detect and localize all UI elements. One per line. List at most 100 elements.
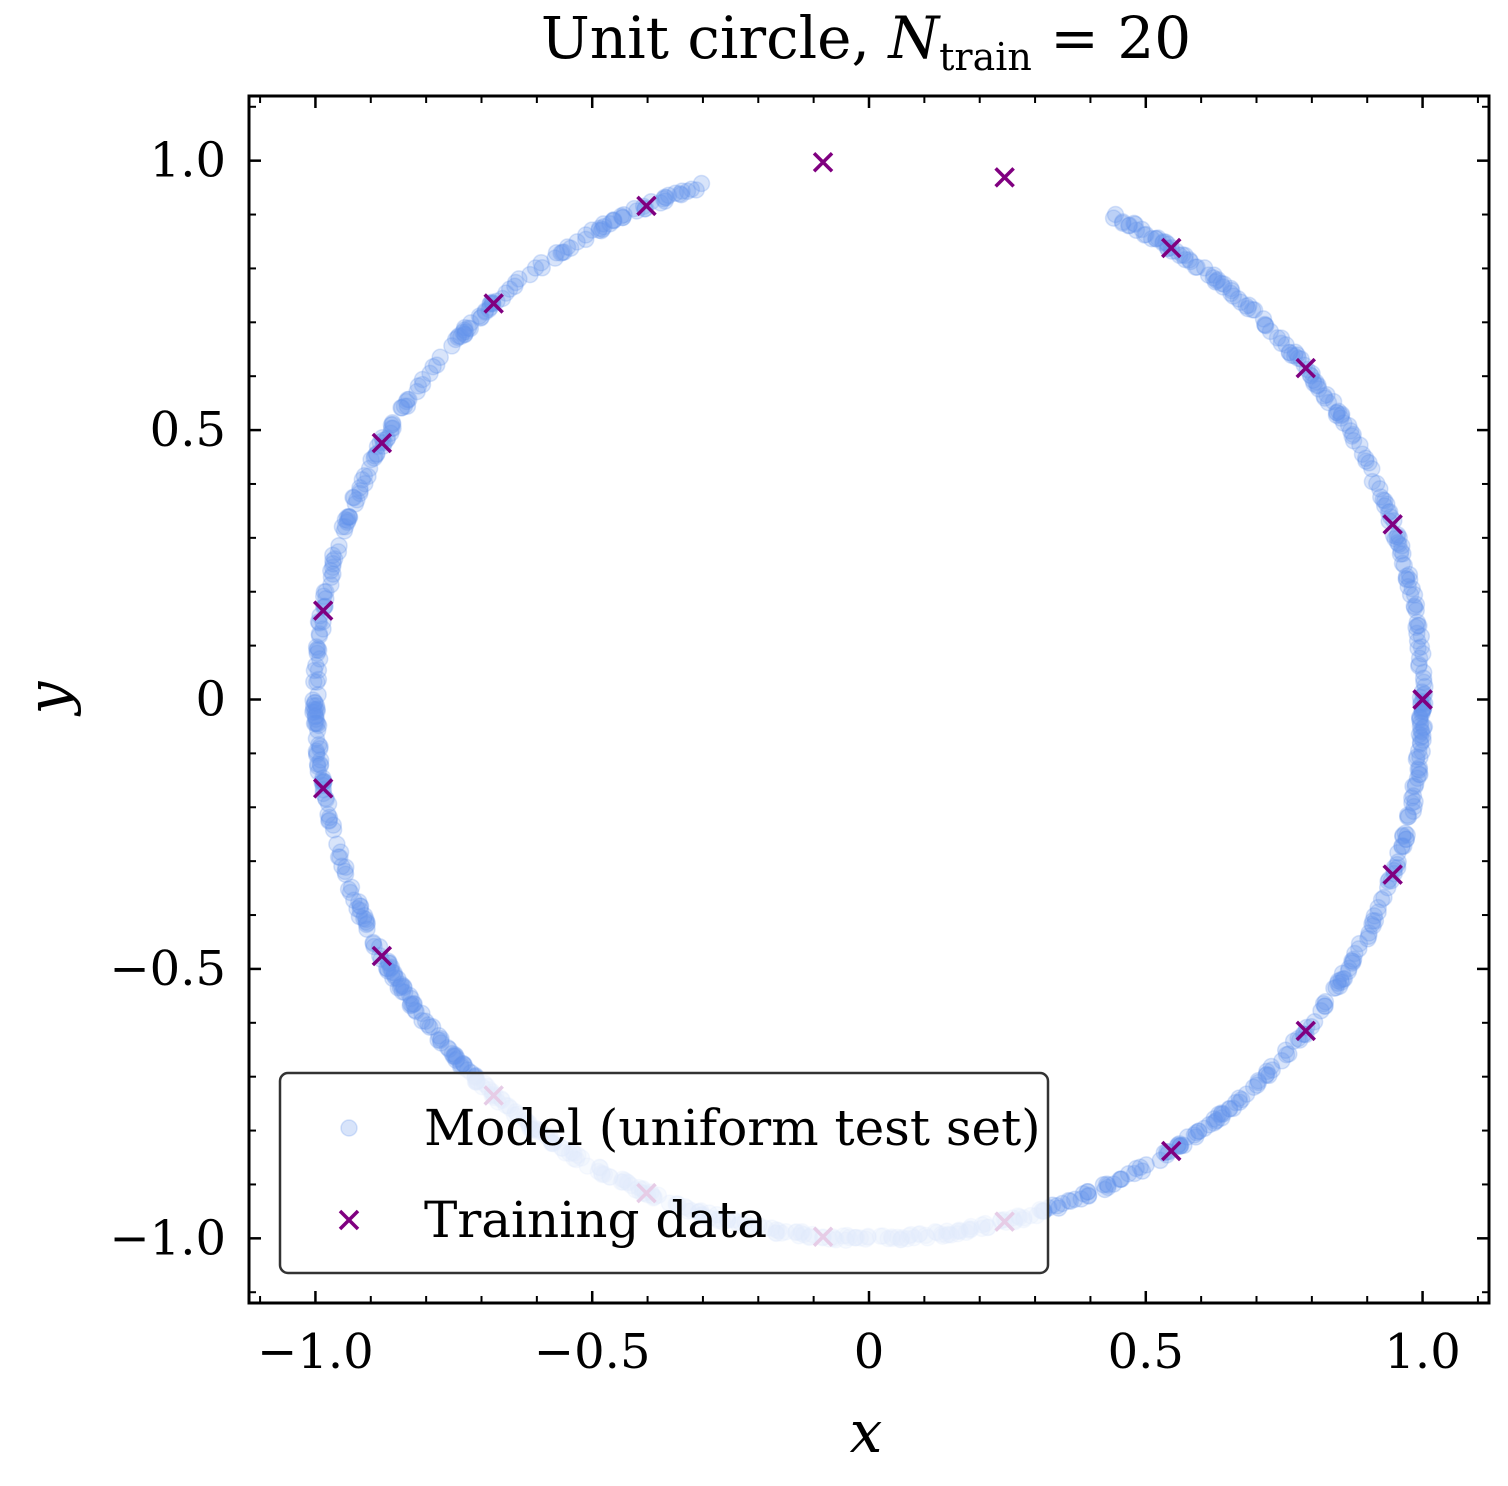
legend-box xyxy=(278,1071,1050,1275)
model-point xyxy=(324,552,342,570)
model-point xyxy=(1393,537,1411,555)
model-point xyxy=(320,808,339,827)
model-point xyxy=(345,891,363,909)
model-point xyxy=(1131,1158,1150,1177)
model-point xyxy=(547,243,566,262)
model-point xyxy=(1399,577,1417,596)
model-point xyxy=(1222,284,1240,303)
model-point xyxy=(1407,601,1425,620)
model-point xyxy=(338,513,357,532)
model-point xyxy=(1413,702,1432,720)
model-point xyxy=(1363,472,1382,491)
model-point xyxy=(320,811,339,829)
model-point xyxy=(1096,1180,1114,1199)
model-point xyxy=(314,612,332,631)
model-point xyxy=(447,1047,465,1065)
model-point xyxy=(331,843,350,861)
model-point xyxy=(1232,1090,1251,1109)
model-point xyxy=(1072,1190,1090,1208)
model-point xyxy=(308,757,327,776)
model-point xyxy=(1204,269,1223,287)
model-point xyxy=(1413,702,1431,721)
model-point xyxy=(314,620,332,638)
model-point xyxy=(1319,393,1338,412)
model-point xyxy=(320,812,338,830)
model-point xyxy=(336,510,355,529)
model-point xyxy=(1210,1105,1228,1123)
model-point xyxy=(444,1047,463,1065)
model-point xyxy=(307,710,325,728)
model-point xyxy=(1149,229,1167,247)
model-point xyxy=(472,308,490,326)
model-point xyxy=(394,977,413,995)
model-point xyxy=(1205,1110,1223,1128)
model-point xyxy=(1232,293,1250,311)
model-point xyxy=(1414,686,1433,704)
model-point xyxy=(1411,734,1430,752)
model-point xyxy=(1393,837,1411,855)
model-point xyxy=(1393,837,1411,856)
model-point xyxy=(333,517,352,536)
x-tick-label: −1.0 xyxy=(257,1324,374,1380)
model-point xyxy=(1405,597,1424,615)
model-point xyxy=(1363,459,1381,478)
model-point xyxy=(1239,299,1257,318)
y-tick-label: −1.0 xyxy=(109,1210,226,1266)
training-point xyxy=(636,195,657,217)
model-point xyxy=(1334,970,1352,988)
model-point xyxy=(1398,826,1416,844)
model-point xyxy=(333,857,351,876)
model-point xyxy=(342,878,361,896)
model-point xyxy=(395,978,413,997)
model-point xyxy=(1332,406,1351,425)
model-point xyxy=(455,326,474,344)
model-point xyxy=(1411,748,1429,767)
model-point xyxy=(1316,997,1334,1016)
model-point xyxy=(1385,861,1403,880)
model-point xyxy=(1353,445,1372,463)
model-point xyxy=(1133,220,1151,239)
model-point xyxy=(1410,761,1429,779)
y-tick-label: 0.5 xyxy=(150,402,226,458)
model-point xyxy=(1392,542,1410,560)
model-point xyxy=(360,459,379,478)
model-point xyxy=(406,1001,424,1020)
model-point xyxy=(348,491,366,509)
model-point xyxy=(1171,1137,1189,1156)
model-point xyxy=(324,555,342,573)
model-point xyxy=(1079,1186,1098,1205)
model-point xyxy=(304,691,322,709)
model-point xyxy=(1407,750,1426,769)
marker-stroke xyxy=(338,1209,360,1231)
model-point xyxy=(329,848,348,866)
marker-stroke xyxy=(1382,514,1403,535)
model-point xyxy=(1357,452,1375,470)
model-point xyxy=(1120,216,1139,235)
model-point xyxy=(443,1044,461,1063)
model-point xyxy=(306,693,324,712)
x-tick-label: 0 xyxy=(854,1324,885,1380)
model-point xyxy=(456,325,474,343)
model-point xyxy=(1410,657,1428,675)
model-point xyxy=(1163,242,1181,260)
model-point xyxy=(1308,376,1326,395)
model-point xyxy=(392,977,410,995)
model-point xyxy=(456,323,475,341)
model-point xyxy=(1248,1076,1266,1094)
model-point xyxy=(1222,281,1241,300)
model-point xyxy=(306,694,324,712)
model-point xyxy=(308,721,327,740)
model-point xyxy=(482,294,500,312)
model-point xyxy=(367,444,386,463)
model-point xyxy=(1375,497,1394,515)
model-point xyxy=(307,696,326,715)
model-point xyxy=(308,644,326,663)
model-point xyxy=(1120,217,1138,235)
marker-stroke xyxy=(1161,237,1182,259)
model-point xyxy=(533,259,551,277)
model-point xyxy=(323,558,342,577)
model-point xyxy=(1286,343,1305,362)
model-point xyxy=(1412,721,1430,740)
model-point xyxy=(356,474,374,493)
model-point xyxy=(307,746,326,764)
